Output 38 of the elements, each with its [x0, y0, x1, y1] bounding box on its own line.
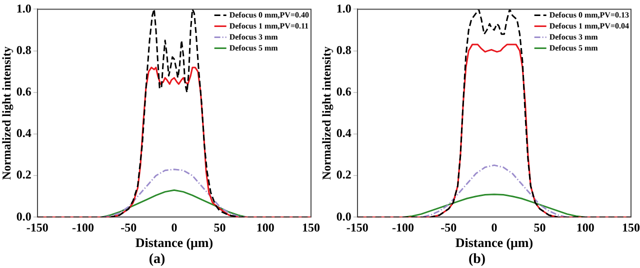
- line-series: [357, 9, 631, 218]
- y-tick-label: 1.0: [16, 1, 32, 16]
- x-tick-label: -50: [120, 220, 137, 234]
- x-tick-label: 100: [256, 220, 274, 234]
- x-tick-label: -100: [392, 220, 414, 234]
- x-tick-label: 50: [214, 220, 226, 234]
- x-tick-label: 50: [534, 220, 546, 234]
- y-tick-label: 0.6: [336, 84, 352, 98]
- legend-label: Defocus 3 mm: [549, 32, 598, 42]
- x-tick-label: 150: [622, 220, 640, 234]
- x-axis-title: Distance (μm): [135, 234, 214, 250]
- y-axis-title: Normalized light intensity: [0, 46, 14, 180]
- legend-label: Defocus 1 mm,PV=0.04: [549, 21, 629, 30]
- x-tick-label: 0: [171, 220, 178, 234]
- text: (a): [148, 252, 166, 268]
- y-tick-label: 0.6: [16, 84, 32, 98]
- y-tick-label: 0.4: [336, 126, 352, 140]
- legend-label: Defocus 5 mm: [549, 43, 598, 52]
- x-tick-label: -50: [440, 220, 457, 234]
- x-tick-label: 100: [576, 220, 594, 234]
- x-tick-label: 0: [491, 220, 498, 234]
- x-axis-title: Distance (μm): [455, 234, 534, 250]
- legend-label: Defocus 0 mm,PV=0.40: [229, 10, 309, 20]
- y-tick-label: 0.8: [336, 42, 352, 57]
- y-tick-label: 0.4: [16, 126, 32, 140]
- y-tick-label: 0.2: [16, 168, 32, 182]
- y-axis-title: Normalized light intensity: [319, 46, 334, 180]
- line-series: [37, 9, 311, 218]
- legend-label: Defocus 1 mm,PV=0.11: [229, 21, 309, 30]
- y-tick-label: 1.0: [336, 1, 352, 16]
- legend-label: Defocus 5 mm: [229, 43, 278, 52]
- legend-label: Defocus 3 mm: [229, 32, 278, 42]
- x-tick-label: -100: [72, 220, 94, 234]
- x-tick-label: 150: [302, 220, 320, 234]
- text: (b): [468, 252, 486, 268]
- y-tick-label: 0.8: [16, 42, 32, 57]
- legend-label: Defocus 0 mm,PV=0.13: [549, 10, 629, 20]
- y-tick-label: 0.2: [336, 168, 352, 182]
